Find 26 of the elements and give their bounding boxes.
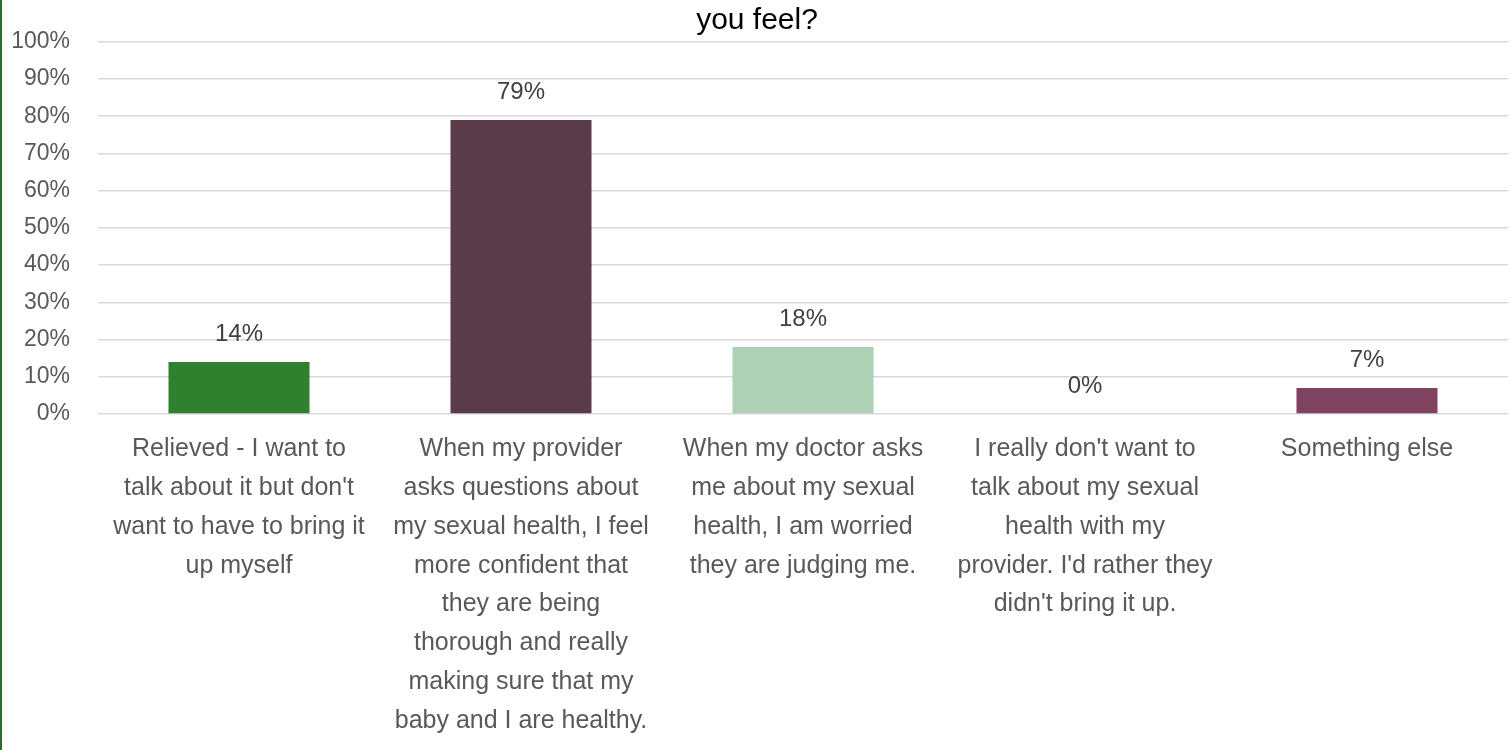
y-tick-label: 60%: [23, 176, 70, 203]
x-tick-label: Something else: [1280, 433, 1454, 462]
data-label: 79%: [496, 76, 546, 104]
bar: [732, 347, 874, 414]
data-label: 0%: [1067, 370, 1103, 398]
y-tick-label: 70%: [23, 138, 70, 165]
x-tick-label: Relieved - I want to talk about it but don't want to have to bring it up myself: [112, 433, 365, 578]
y-tick-label: 90%: [23, 64, 70, 91]
data-label: 18%: [778, 303, 828, 331]
x-tick-label: I really don't want to talk about my sexual health with my provider. I'd rather they didn't bring it up.: [957, 433, 1213, 617]
data-label: 7%: [1349, 344, 1385, 372]
x-tick-label: When my doctor asks me about my sexual health, I am worried they are judging me.: [682, 433, 924, 578]
x-tick-label: When my provider asks questions about my sexual health, I feel more confident that they are being thorough and really making sure that my baby and I are healthy.: [393, 433, 649, 733]
y-tick-label: 0%: [36, 399, 70, 426]
y-tick-label: 80%: [23, 101, 70, 128]
chart-title: you feel?: [696, 1, 818, 35]
y-tick-label: 20%: [23, 324, 70, 351]
y-tick-label: 10%: [23, 362, 70, 389]
bar: [450, 119, 592, 414]
bar: [1296, 387, 1438, 414]
y-tick-label: 40%: [23, 250, 70, 277]
bar: [168, 361, 310, 414]
y-tick-label: 50%: [23, 213, 70, 240]
y-tick-label: 100%: [11, 27, 70, 54]
y-tick-label: 30%: [23, 287, 70, 314]
data-label: 14%: [214, 318, 264, 346]
